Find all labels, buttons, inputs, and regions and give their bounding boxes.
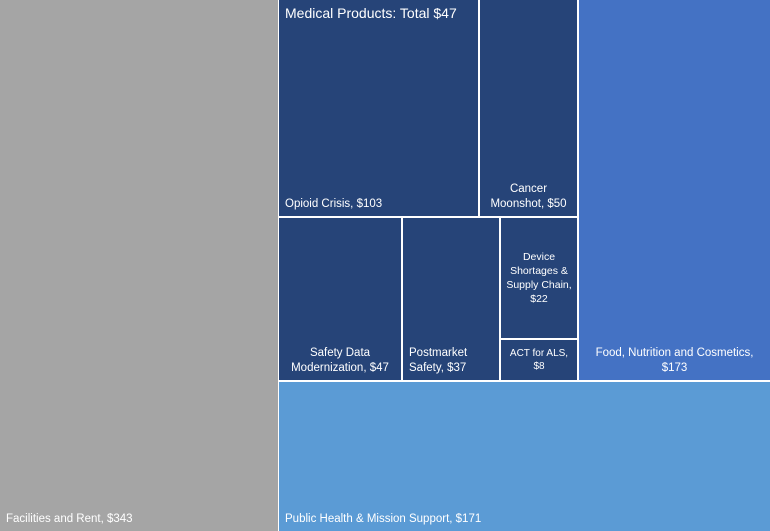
tile-label: Public Health & Mission Support, $171 [285,513,482,525]
tile-label: Postmarket Safety, $37 [409,347,468,374]
tile: Opioid Crisis, $103 [279,0,478,216]
tile: Postmarket Safety, $37 [403,218,499,380]
tile-label: Device Shortages & Supply Chain, $22 [506,251,572,305]
tile-label: ACT for ALS, $8 [509,348,569,372]
tile: ACT for ALS, $8 [501,340,577,380]
group-title: Medical Products: Total $47 [285,5,457,21]
tile-label: Facilities and Rent, $343 [6,513,133,525]
tile: Facilities and Rent, $343 [0,0,278,531]
tile: Food, Nutrition and Cosmetics, $173 [579,0,770,380]
tile: Device Shortages & Supply Chain, $22 [501,218,577,338]
tile: Cancer Moonshot, $50 [480,0,577,216]
tile-label: Opioid Crisis, $103 [285,198,383,210]
tile: Public Health & Mission Support, $171 [279,382,770,531]
tile-label: Food, Nutrition and Cosmetics, $173 [595,347,754,374]
tile-label: Safety Data Modernization, $47 [291,347,389,374]
tile: Safety Data Modernization, $47 [279,218,401,380]
tile-label: Cancer Moonshot, $50 [490,183,567,210]
